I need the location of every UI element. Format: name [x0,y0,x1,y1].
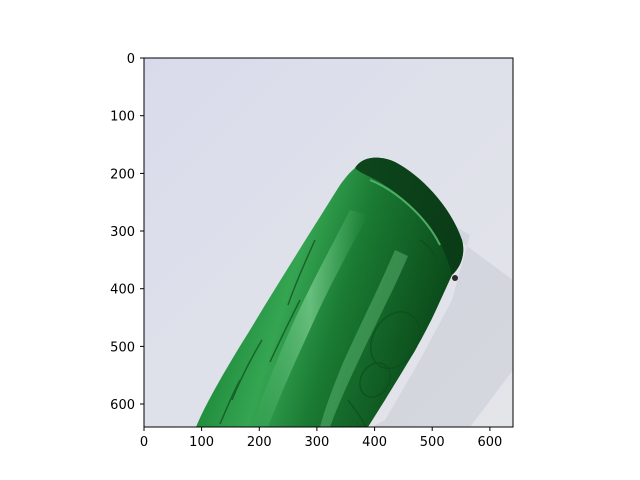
photo [144,58,513,427]
y-axis: 0 100 200 300 400 500 600 [110,52,144,413]
x-tick-label: 300 [304,435,329,450]
bottle-highlight [252,210,368,427]
x-tick-label: 600 [477,435,502,450]
y-tick-label: 400 [110,283,135,298]
y-tick-label: 0 [127,52,135,67]
y-tick-label: 300 [110,225,135,240]
bottle-rim [355,157,464,275]
axes-frame [143,57,514,428]
bottle-highlight-2 [320,250,408,427]
x-tick-label: 200 [247,435,272,450]
bottle-mark [452,275,458,281]
x-tick-label: 100 [189,435,214,450]
y-tick-label: 100 [110,110,135,125]
x-tick-label: 500 [420,435,445,450]
bottle-body [196,157,464,427]
y-tick-label: 600 [110,398,135,413]
x-tick-label: 400 [362,435,387,450]
x-axis: 0 100 200 300 400 500 600 [140,427,502,450]
bottle-embossing [219,239,437,427]
bottle-inner-lip [369,179,441,246]
y-tick-label: 200 [110,167,135,182]
y-tick-label: 500 [110,340,135,355]
bottle-shadow [370,175,513,427]
x-tick-label: 0 [140,435,148,450]
